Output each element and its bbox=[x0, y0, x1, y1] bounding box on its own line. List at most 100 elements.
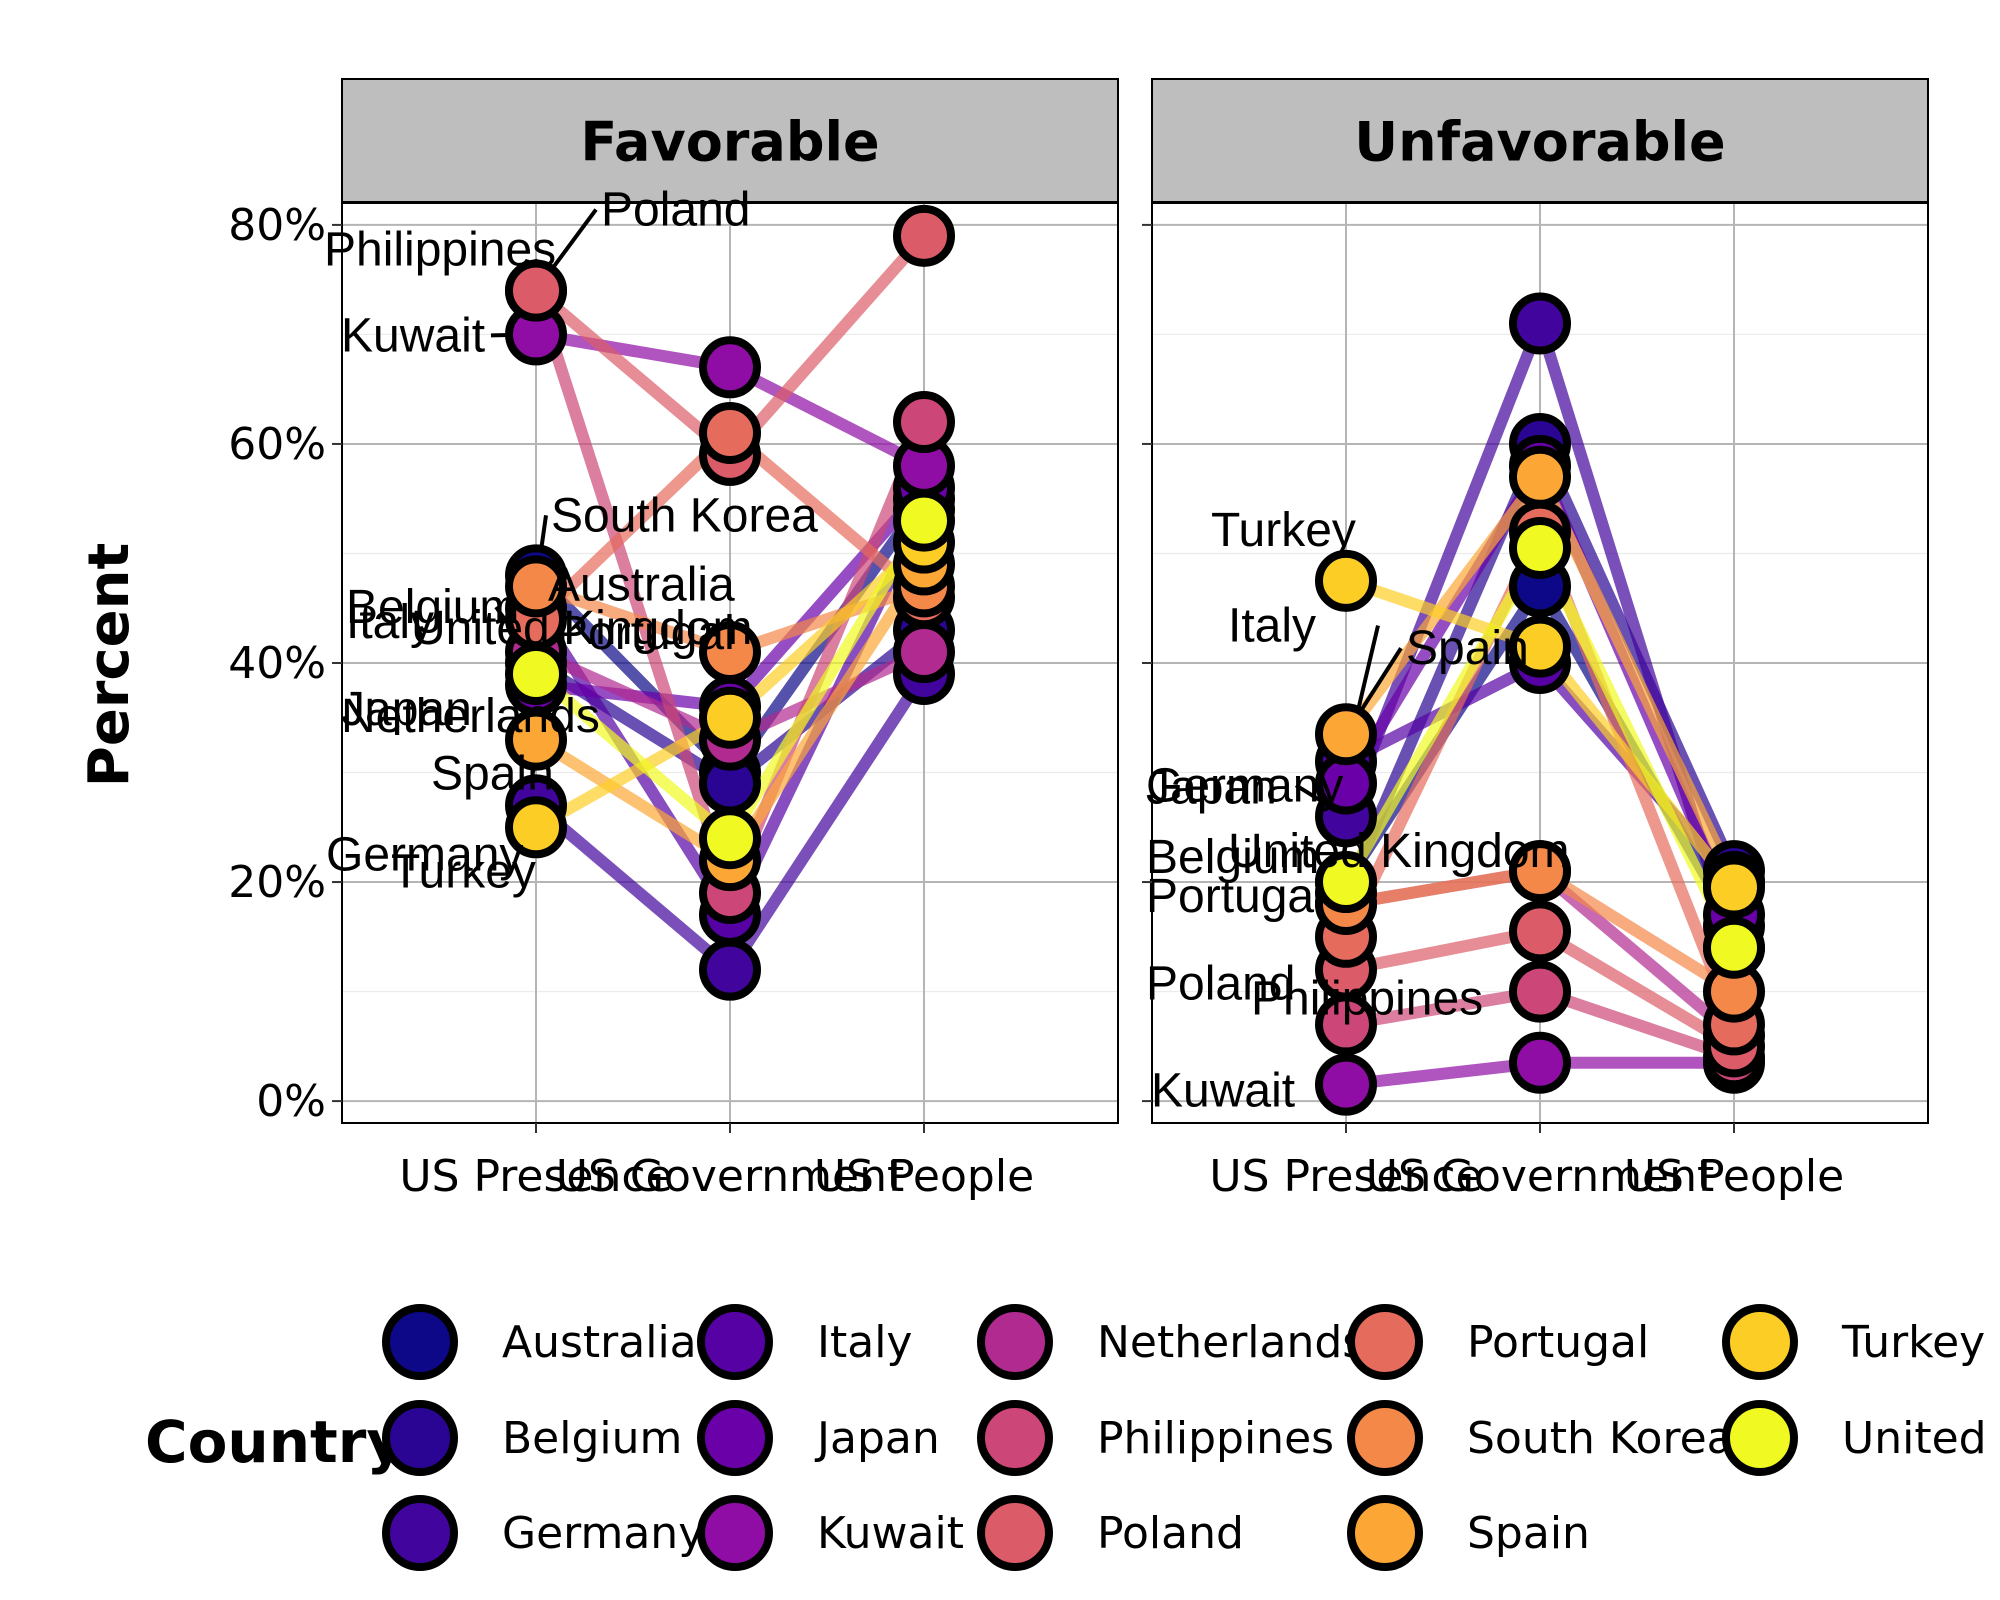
legend-label-spain: Spain bbox=[1467, 1508, 1590, 1559]
y-axis-title: Percent bbox=[77, 543, 142, 787]
legend-item-philippines: Philippines bbox=[977, 1400, 1334, 1476]
legend-item-australia: Australia bbox=[382, 1304, 697, 1380]
point-label-poland: Poland bbox=[601, 184, 750, 237]
point-spain-us-government bbox=[1509, 445, 1571, 508]
point-united-kingdom-us-people bbox=[1703, 916, 1765, 979]
point-label-united-kingdom: United Kingdom bbox=[411, 602, 753, 655]
point-turkey-us-government bbox=[1509, 615, 1571, 678]
legend-title: Country bbox=[145, 1408, 404, 1476]
point-united-kingdom-us-presence bbox=[1315, 851, 1377, 914]
legend-key-germany bbox=[382, 1495, 458, 1571]
legend-item-kuwait: Kuwait bbox=[697, 1495, 964, 1571]
point-label-spain: Spain bbox=[431, 748, 554, 801]
legend-item-italy: Italy bbox=[697, 1304, 912, 1380]
legend-item-poland: Poland bbox=[977, 1495, 1244, 1571]
point-label-south-korea: South Korea bbox=[551, 489, 818, 542]
point-poland-us-people bbox=[893, 204, 955, 267]
legend-item-spain: Spain bbox=[1347, 1495, 1590, 1571]
point-label-germany: Germany bbox=[326, 828, 523, 881]
point-label-italy: Italy bbox=[346, 596, 434, 649]
point-united-kingdom-us-government bbox=[1509, 517, 1571, 579]
legend-label-germany: Germany bbox=[502, 1508, 704, 1559]
legend-item-germany: Germany bbox=[382, 1495, 704, 1571]
point-label-portugal: Portugal bbox=[1146, 870, 1325, 923]
legend-item-portugal: Portugal bbox=[1347, 1304, 1649, 1380]
point-philippines-us-government bbox=[1509, 960, 1571, 1023]
point-kuwait-us-government bbox=[699, 336, 761, 399]
y-tick-label: 0% bbox=[256, 1076, 326, 1127]
point-label-netherlands: Netherlands bbox=[341, 690, 600, 743]
point-label-philippines: Philippines bbox=[1251, 972, 1483, 1025]
legend-item-belgium: Belgium bbox=[382, 1400, 682, 1476]
series-points bbox=[505, 204, 955, 1001]
point-label-australia: Australia bbox=[548, 558, 735, 611]
legend-label-portugal: Portugal bbox=[1467, 1317, 1649, 1368]
legend-label-japan: Japan bbox=[814, 1413, 940, 1464]
legend-key-japan bbox=[697, 1400, 773, 1476]
legend-item-south-korea: South Korea bbox=[1347, 1400, 1734, 1476]
point-label-japan: Japan bbox=[341, 683, 472, 736]
legend-label-belgium: Belgium bbox=[502, 1413, 682, 1464]
point-label-japan: Japan bbox=[1146, 761, 1277, 814]
legend-label-united-kingdom: United Kingdom bbox=[1842, 1413, 2000, 1464]
point-germany-us-government bbox=[699, 938, 761, 1001]
point-labels: Philippines Poland Kuwait Australia Netherla… bbox=[324, 184, 818, 899]
point-label-turkey: Turkey bbox=[391, 845, 536, 898]
y-tick-label: 20% bbox=[228, 857, 326, 908]
point-united-kingdom-us-people bbox=[893, 489, 955, 552]
point-label-germany: Germany bbox=[1146, 759, 1343, 812]
legend-item-turkey: Turkey bbox=[1722, 1304, 1985, 1380]
strip-favorable bbox=[341, 78, 1119, 203]
point-label-united-kingdom: United Kingdom bbox=[1228, 825, 1570, 878]
point-portugal-us-government bbox=[699, 402, 761, 464]
strip-label: Favorable bbox=[580, 111, 879, 174]
legend-key-united-kingdom bbox=[1722, 1400, 1798, 1476]
point-united-kingdom-us-government bbox=[699, 807, 761, 870]
y-tick-label: 40% bbox=[228, 638, 326, 689]
point-spain-us-presence bbox=[505, 708, 567, 771]
x-tick-label: US People bbox=[814, 1151, 1034, 1202]
y-axis: 0% 20% 40% 60% 80% bbox=[228, 200, 342, 1127]
x-tick-label: US Presence bbox=[399, 1151, 672, 1202]
y-tick-label: 60% bbox=[228, 419, 326, 470]
point-label-philippines: Philippines bbox=[324, 224, 556, 277]
legend-key-poland bbox=[977, 1495, 1053, 1571]
legend-label-poland: Poland bbox=[1097, 1508, 1244, 1559]
point-poland-us-government bbox=[1509, 900, 1571, 963]
point-label-italy: Italy bbox=[1228, 600, 1316, 653]
point-united-kingdom-us-presence bbox=[505, 642, 567, 705]
point-label-belgium: Belgium bbox=[346, 581, 519, 634]
legend-key-portugal bbox=[1347, 1304, 1423, 1380]
point-south-korea-us-presence bbox=[505, 555, 567, 618]
legend-item-japan: Japan bbox=[697, 1400, 940, 1476]
point-germany-us-government bbox=[1509, 292, 1571, 355]
point-kuwait-us-presence bbox=[1315, 1053, 1377, 1116]
strip-unfavorable bbox=[1151, 78, 1929, 203]
x-tick-label: US Presence bbox=[1209, 1151, 1482, 1202]
legend-label-italy: Italy bbox=[817, 1317, 912, 1368]
legend-key-turkey bbox=[1722, 1304, 1798, 1380]
point-poland-us-presence bbox=[505, 259, 567, 322]
point-label-kuwait: Kuwait bbox=[1151, 1065, 1295, 1118]
point-label-kuwait: Kuwait bbox=[341, 309, 485, 362]
legend-label-turkey: Turkey bbox=[1841, 1317, 1985, 1368]
point-philippines-us-people bbox=[893, 391, 955, 454]
point-turkey-us-government bbox=[699, 686, 761, 749]
series-points bbox=[1315, 292, 1765, 1116]
point-south-korea-us-government bbox=[699, 621, 761, 684]
x-tick-label: US People bbox=[1624, 1151, 1844, 1202]
point-label-portugal: Portugal bbox=[556, 607, 735, 660]
x-tick-label: US Government bbox=[556, 1151, 905, 1202]
panels: Favorable Philippines Poland Kuwait Australi… bbox=[228, 78, 1929, 1202]
point-turkey-us-presence bbox=[505, 796, 567, 859]
legend-label-kuwait: Kuwait bbox=[817, 1508, 964, 1559]
point-turkey-us-people bbox=[1703, 856, 1765, 919]
legend-key-belgium bbox=[382, 1400, 458, 1476]
strip-label: Unfavorable bbox=[1354, 111, 1725, 174]
point-netherlands-us-people bbox=[893, 621, 955, 684]
legend-item-united-kingdom: United Kingdom bbox=[1722, 1400, 2000, 1476]
point-spain-us-presence bbox=[1315, 703, 1377, 766]
